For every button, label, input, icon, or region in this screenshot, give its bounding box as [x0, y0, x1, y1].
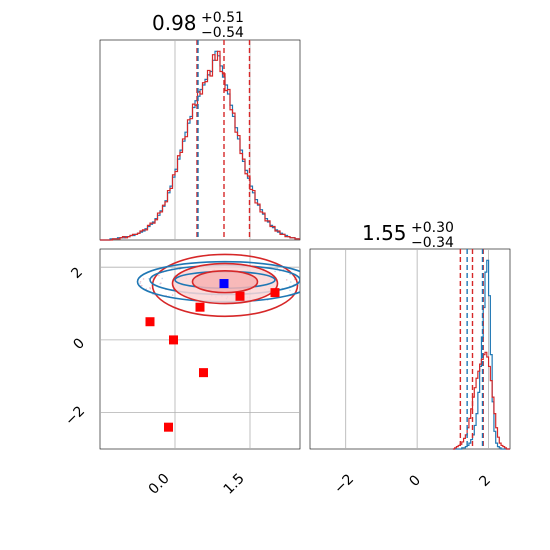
sample-point — [274, 270, 276, 273]
hist1-title-value: 0.98 — [152, 11, 197, 35]
scatter-frame — [99, 248, 301, 450]
sample-point — [145, 288, 148, 290]
sample-point — [289, 289, 291, 292]
sample-point — [152, 276, 154, 279]
hist2-series-0 — [452, 259, 510, 450]
sample-point — [171, 294, 174, 296]
sample-point — [293, 278, 296, 281]
hist2-title-minus: −0.34 — [411, 235, 454, 251]
sample-point — [158, 274, 160, 277]
hist2-title-value: 1.55 — [362, 221, 407, 245]
hist1-title-plus: +0.51 — [201, 10, 244, 26]
sample-point — [149, 287, 152, 290]
sample-point — [289, 281, 292, 283]
red-marker-0 — [145, 317, 155, 327]
red-marker-6 — [164, 422, 173, 432]
red-marker-3 — [199, 368, 208, 378]
hist2-series-1 — [452, 351, 510, 450]
sample-point — [142, 278, 145, 280]
sample-point — [282, 268, 285, 271]
red-marker-5 — [270, 288, 280, 298]
hist2-title-plus: +0.30 — [411, 220, 454, 236]
hist2-frame — [309, 248, 511, 450]
hist1-series-1 — [100, 50, 300, 241]
red-marker-1 — [169, 335, 178, 345]
sample-point — [161, 277, 164, 280]
sample-point — [139, 282, 141, 285]
scatter-inner — [100, 249, 300, 449]
sample-point — [298, 284, 300, 287]
sample-point — [159, 283, 161, 285]
hist1-frame — [99, 39, 301, 241]
sample-point — [139, 280, 142, 283]
hist1-title-minus: −0.54 — [201, 25, 244, 41]
hist1-panel: 0.98 +0.51 −0.54 — [99, 10, 301, 241]
sample-point — [289, 273, 291, 276]
blue-marker — [219, 279, 229, 289]
red-marker-4 — [235, 291, 245, 301]
red-marker-2 — [195, 302, 205, 312]
sample-point — [285, 279, 288, 281]
contour-0 — [151, 253, 299, 318]
